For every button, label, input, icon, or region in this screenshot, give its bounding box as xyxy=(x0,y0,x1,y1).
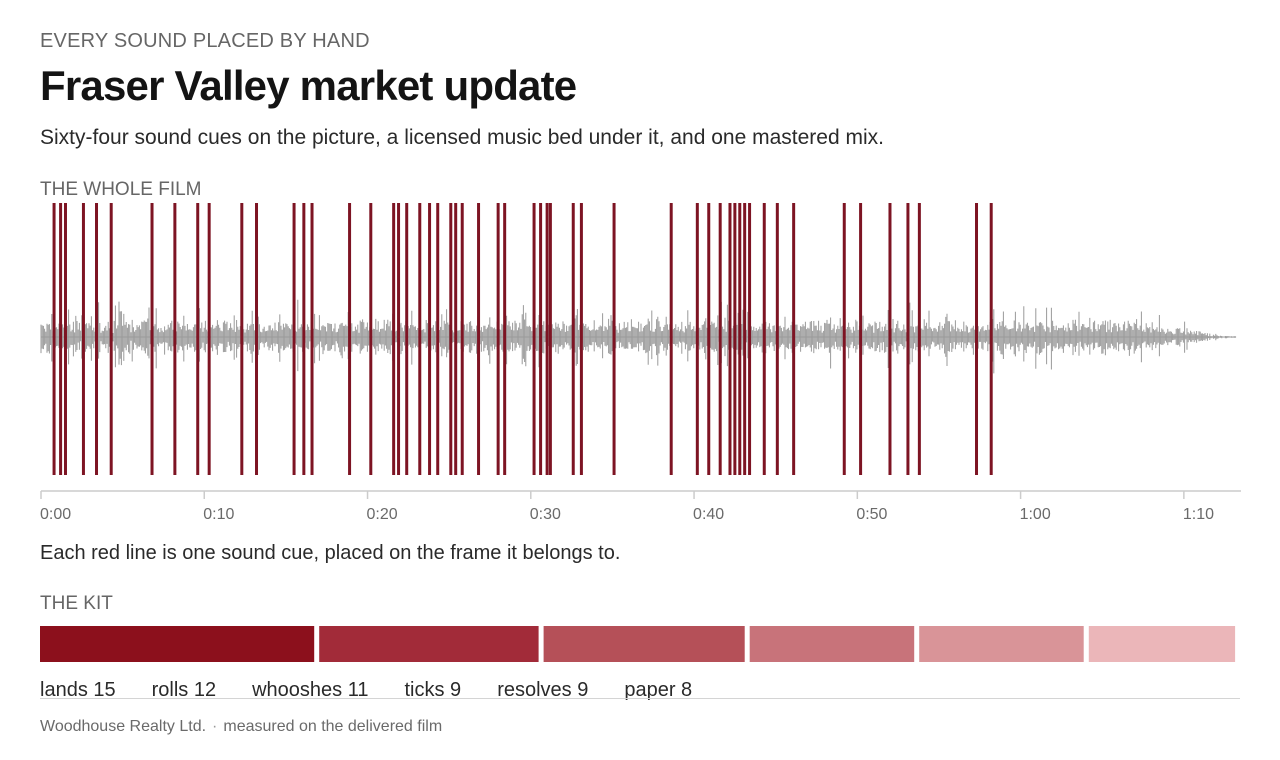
time-axis: 0:00 0:10 0:20 0:30 0:40 0:50 1:00 1:10 xyxy=(40,490,1241,523)
axis-tick-label: 1:10 xyxy=(1183,506,1214,523)
footer-separator: · xyxy=(212,718,218,735)
film-section-label: THE WHOLE FILM xyxy=(40,179,202,200)
cue-lines xyxy=(52,203,993,475)
subtitle: Sixty-four sound cues on the picture, a … xyxy=(40,126,884,149)
kit-legend-item: resolves 9 xyxy=(497,679,589,701)
kit-section-label: THE KIT xyxy=(40,593,113,614)
kit-segment-paper xyxy=(1088,626,1236,662)
axis-tick-label: 0:40 xyxy=(693,506,724,523)
page-title: Fraser Valley market update xyxy=(40,62,577,109)
axis-tick-label: 0:00 xyxy=(40,506,71,523)
film-timeline-chart: 0:00 0:10 0:20 0:30 0:40 0:50 1:00 1:10 xyxy=(40,203,1241,523)
kit-segment-resolves xyxy=(919,626,1084,662)
kit-legend-item: rolls 12 xyxy=(151,679,217,701)
axis-tick-label: 0:10 xyxy=(203,506,234,523)
axis-tick-label: 1:00 xyxy=(1020,506,1051,523)
kit-legend-item: lands 15 xyxy=(40,679,116,701)
kit-segment-ticks xyxy=(749,626,915,662)
footer-source: Woodhouse Realty Ltd. xyxy=(40,718,207,735)
kit-segment-rolls xyxy=(319,626,539,662)
kit-legend-item: paper 8 xyxy=(624,679,693,701)
kit-legend-item: whooshes 11 xyxy=(252,679,369,701)
footer-divider xyxy=(40,698,1240,699)
axis-tick-label: 0:20 xyxy=(367,506,398,523)
waveform xyxy=(40,299,1237,374)
kit-segment-whooshes xyxy=(543,626,745,662)
chart-caption: Each red line is one sound cue, placed o… xyxy=(40,542,621,564)
kicker: EVERY SOUND PLACED BY HAND xyxy=(40,30,370,52)
kit-segment-lands xyxy=(40,626,315,662)
kit-bar xyxy=(40,626,1236,662)
footer-note: measured on the delivered film xyxy=(223,718,443,735)
kit-legend-item: ticks 9 xyxy=(404,679,462,701)
axis-tick-label: 0:50 xyxy=(856,506,887,523)
axis-tick-label: 0:30 xyxy=(530,506,561,523)
footer: Woodhouse Realty Ltd. · measured on the de… xyxy=(40,718,442,736)
